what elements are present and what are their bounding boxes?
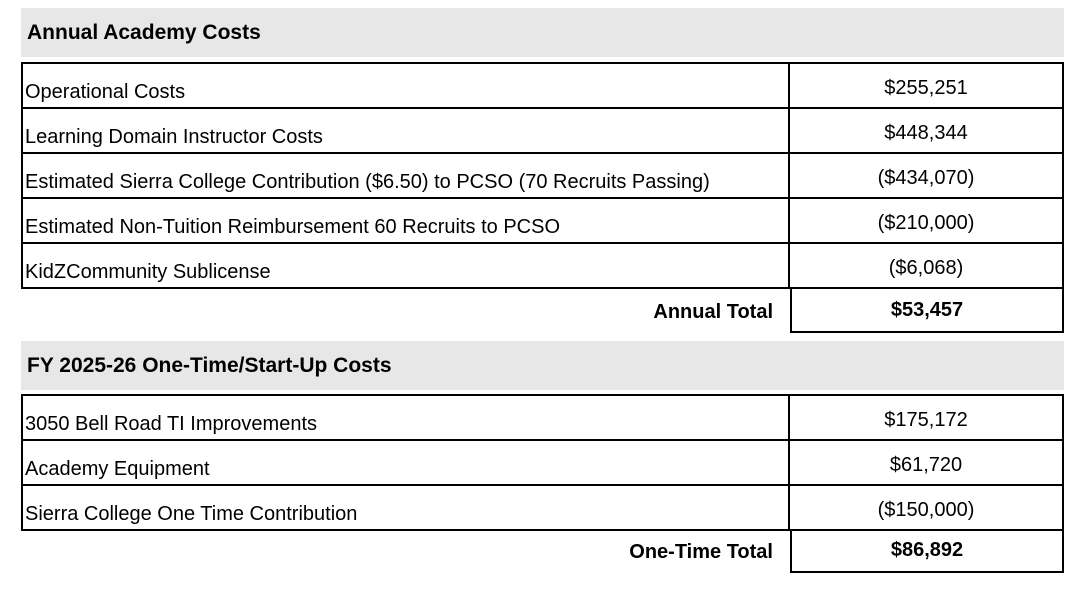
section-title: FY 2025-26 One-Time/Start-Up Costs [27, 353, 392, 377]
one-time-costs-table: 3050 Bell Road TI Improvements $175,172 … [21, 394, 1064, 531]
row-label: Sierra College One Time Contribution [25, 503, 358, 525]
row-amount: $175,172 [788, 396, 1062, 439]
one-time-total-amount: $86,892 [790, 531, 1064, 573]
row-label: Estimated Sierra College Contribution ($… [25, 171, 710, 193]
table-row: Sierra College One Time Contribution ($1… [23, 486, 1062, 529]
section-header-annual-academy-costs: Annual Academy Costs [21, 8, 1064, 57]
section-header-one-time-startup-costs: FY 2025-26 One-Time/Start-Up Costs [21, 341, 1064, 390]
row-amount: ($150,000) [788, 486, 1062, 529]
row-amount: $448,344 [788, 109, 1062, 152]
table-row: Estimated Non-Tuition Reimbursement 60 R… [23, 199, 1062, 244]
table-row: Estimated Sierra College Contribution ($… [23, 154, 1062, 199]
one-time-total-label: One-Time Total [629, 541, 773, 563]
row-label: 3050 Bell Road TI Improvements [25, 413, 318, 435]
row-label: Estimated Non-Tuition Reimbursement 60 R… [25, 216, 561, 238]
annual-total-label: Annual Total [653, 301, 773, 323]
row-amount: ($210,000) [788, 199, 1062, 242]
row-amount: ($6,068) [788, 244, 1062, 287]
annual-costs-table: Operational Costs $255,251 Learning Doma… [21, 62, 1064, 289]
row-label: KidZCommunity Sublicense [25, 261, 271, 283]
table-row: Learning Domain Instructor Costs $448,34… [23, 109, 1062, 154]
table-row: Academy Equipment $61,720 [23, 441, 1062, 486]
annual-total-row: Annual Total $53,457 [21, 289, 1064, 333]
table-row: KidZCommunity Sublicense ($6,068) [23, 244, 1062, 287]
one-time-total-row: One-Time Total $86,892 [21, 531, 1064, 573]
table-row: 3050 Bell Road TI Improvements $175,172 [23, 396, 1062, 441]
row-amount: $61,720 [788, 441, 1062, 484]
annual-total-amount: $53,457 [790, 289, 1064, 333]
row-label: Operational Costs [25, 81, 186, 103]
row-label: Academy Equipment [25, 458, 210, 480]
table-row: Operational Costs $255,251 [23, 64, 1062, 109]
row-amount: ($434,070) [788, 154, 1062, 197]
section-title: Annual Academy Costs [27, 20, 261, 44]
row-label: Learning Domain Instructor Costs [25, 126, 323, 148]
row-amount: $255,251 [788, 64, 1062, 107]
